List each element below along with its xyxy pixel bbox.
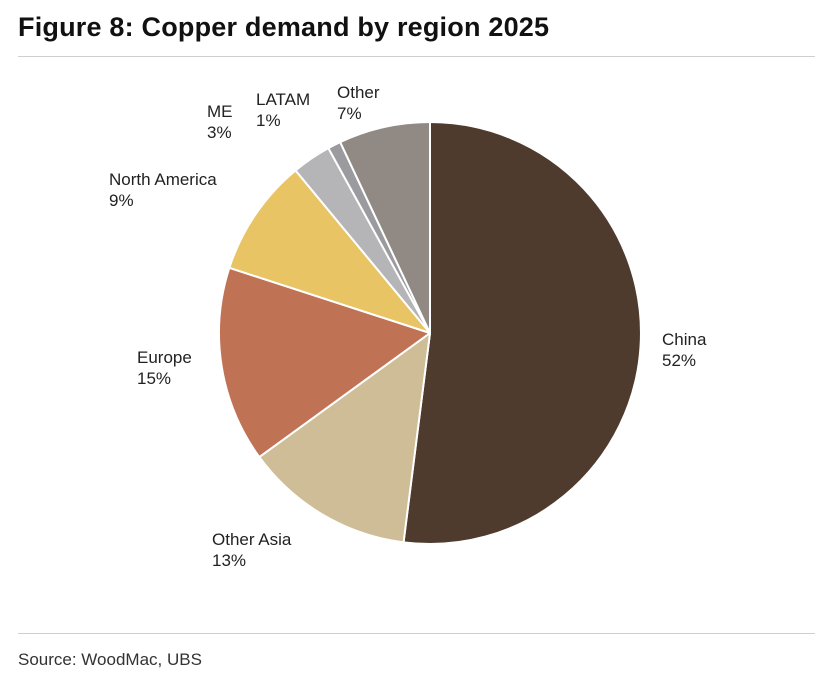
slice-value-europe: 15% (137, 369, 171, 388)
slice-label-me: ME 3% (207, 102, 233, 142)
slice-label-latam: LATAM 1% (256, 90, 310, 130)
pie-slice-other-asia (258, 332, 431, 544)
pie-slice-china (402, 121, 642, 545)
pie-chart: China 52% Other Asia 13% Europe 15% North Amer… (109, 83, 707, 570)
slice-value-latam: 1% (256, 111, 281, 130)
slice-value-china: 52% (662, 351, 696, 370)
pie-slice-other (339, 121, 431, 334)
pie-labels: China 52% Other Asia 13% Europe 15% North Amer… (109, 83, 707, 570)
slice-label-other: Other 7% (337, 83, 380, 123)
source-divider (18, 633, 815, 634)
pie-slice-europe (218, 266, 431, 459)
slice-value-other: 7% (337, 104, 362, 123)
slice-label-other-asia: Other Asia 13% (212, 530, 292, 570)
slice-label-north-america: North America 9% (109, 170, 217, 210)
slice-label-europe: Europe 15% (137, 348, 192, 388)
pie-slice-north-america (228, 169, 431, 334)
slice-value-north-america: 9% (109, 191, 134, 210)
pie-slices (218, 121, 642, 545)
slice-value-other-asia: 13% (212, 551, 246, 570)
title-divider (18, 56, 815, 57)
slice-label-china: China 52% (662, 330, 707, 370)
slice-value-me: 3% (207, 123, 232, 142)
chart-title: Figure 8: Copper demand by region 2025 (18, 12, 550, 42)
source-note: Source: WoodMac, UBS (18, 650, 202, 669)
